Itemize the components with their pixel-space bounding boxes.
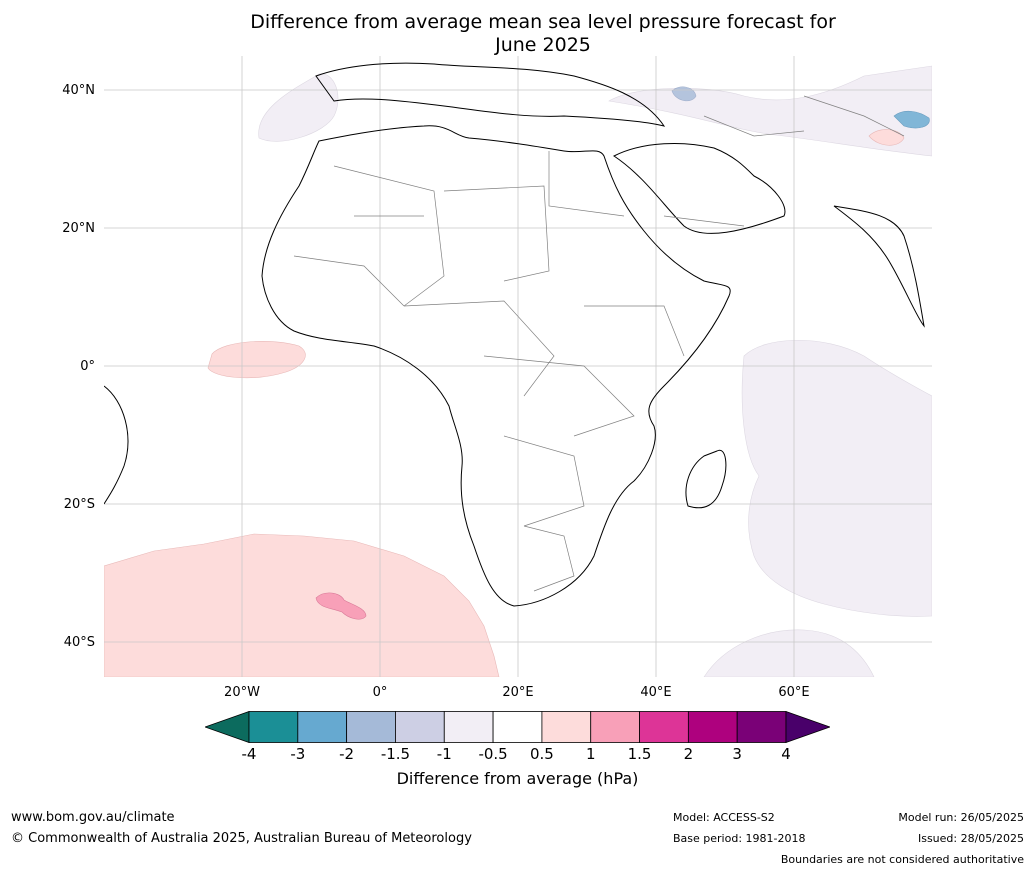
colorbar-under-triangle [205, 711, 250, 743]
lat-label: 40°S [63, 634, 95, 650]
colorbar-segment [346, 711, 396, 743]
lon-label: 0° [372, 685, 388, 700]
colorbar-tick-label: 3 [732, 745, 742, 763]
colorbar-tick-label: -1.5 [380, 745, 411, 763]
anomaly-region-indian-ocean [741, 339, 932, 617]
footer-issued: Issued: 28/05/2025 [917, 832, 1024, 845]
india-coastline [833, 205, 925, 328]
colorbar-segment [736, 711, 787, 743]
anomaly-region-southern-indian [703, 629, 875, 677]
colorbar-segment [443, 711, 494, 743]
lon-label: 60°E [778, 685, 810, 700]
colorbar-tick-label: 0.5 [529, 745, 554, 763]
anomaly-region-north-atlantic [258, 73, 339, 142]
colorbar-tick-label: -2 [339, 745, 355, 763]
colorbar-segment [639, 711, 689, 743]
colorbar-segment [492, 711, 543, 743]
footer-model-run: Model run: 26/05/2025 [898, 811, 1024, 824]
anomaly-shading [104, 65, 932, 677]
anomaly-region-south-atlantic-strong [315, 592, 367, 620]
lon-label: 20°W [224, 685, 260, 700]
madagascar-coastline [685, 449, 727, 509]
lat-label: 20°N [62, 220, 95, 236]
footer-url[interactable]: www.bom.gov.au/climate [11, 810, 175, 825]
colorbar-segment [297, 711, 348, 743]
colorbar-segment [687, 711, 738, 743]
colorbar [205, 711, 830, 743]
lat-label: 40°N [62, 82, 95, 98]
colorbar-tick-label: -1 [436, 745, 452, 763]
europe-coastline [315, 62, 666, 127]
footer-disclaimer: Boundaries are not considered authoritat… [780, 853, 1024, 866]
anomaly-region-south-atlantic [104, 533, 500, 677]
south-america-coastline [104, 385, 129, 505]
country-borders [293, 95, 905, 592]
colorbar-segment [395, 711, 445, 743]
colorbar-tick-label: -4 [241, 745, 257, 763]
colorbar-segment [590, 711, 640, 743]
anomaly-region-gulf-of-guinea [207, 341, 306, 379]
colorbar-tick-label: -0.5 [478, 745, 508, 763]
colorbar-tick-label: 2 [683, 745, 694, 763]
lat-label: 0° [80, 358, 95, 374]
lon-label: 20°E [502, 685, 534, 700]
lon-label: 40°E [640, 685, 672, 700]
colorbar-segment [541, 711, 592, 743]
coastlines [104, 62, 925, 607]
colorbar-over-triangle [785, 711, 830, 743]
map-title-line2: June 2025 [495, 34, 591, 56]
colorbar-tick-label: 1 [585, 745, 596, 763]
map-title-line1: Difference from average mean sea level p… [250, 11, 836, 33]
footer-model: Model: ACCESS-S2 [673, 811, 775, 824]
anomaly-region-tibet-high [868, 129, 905, 146]
colorbar-segment [248, 711, 299, 743]
arabia-coastline [613, 143, 786, 234]
colorbar-tick-label: -3 [290, 745, 306, 763]
colorbar-tick-label: 4 [781, 745, 791, 763]
africa-coastline [261, 125, 731, 607]
colorbar-tick-label: 1.5 [627, 745, 652, 763]
footer-copyright: © Commonwealth of Australia 2025, Austra… [11, 831, 472, 846]
footer-base-period: Base period: 1981-2018 [673, 832, 806, 845]
lat-label: 20°S [63, 496, 95, 512]
pressure-anomaly-map [104, 56, 932, 677]
graticule [104, 56, 932, 677]
colorbar-label: Difference from average (hPa) [396, 769, 639, 788]
anomaly-region-tibet-low [893, 110, 930, 129]
